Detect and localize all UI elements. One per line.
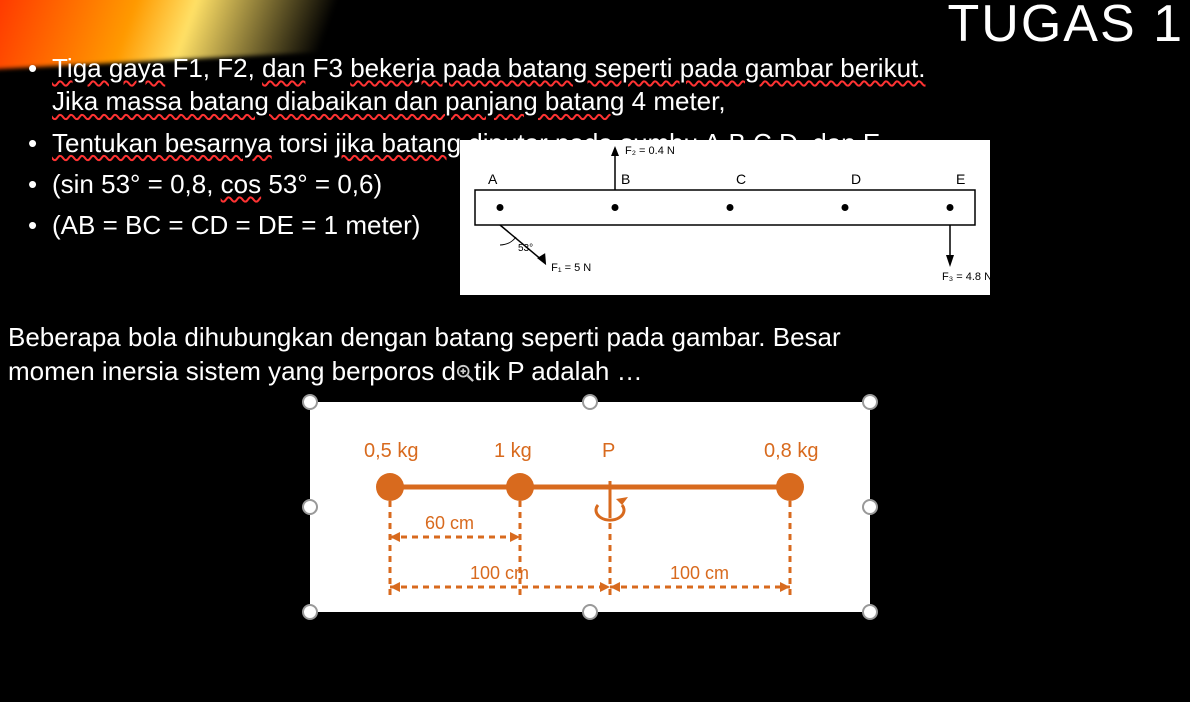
text: 53° = 0,6) [261,169,382,199]
svg-text:1 kg: 1 kg [494,440,532,462]
svg-text:53°: 53° [518,243,533,254]
svg-text:F₂ = 0.4 N: F₂ = 0.4 N [625,145,675,157]
svg-text:P: P [602,440,615,462]
text: dan [262,53,305,83]
svg-text:A: A [488,171,498,187]
text: momen inersia sistem yang berporos d [8,356,456,386]
text: Jika massa batang diabaikan dan panjang … [52,86,624,116]
text: 4 meter, [624,86,725,116]
svg-text:100 cm: 100 cm [470,563,529,583]
svg-text:0,8 kg: 0,8 kg [764,440,818,462]
svg-text:F₁ = 5 N: F₁ = 5 N [551,262,591,274]
text: bekerja pada batang seperti pada gambar … [350,53,925,83]
text: cos [221,169,261,199]
svg-text:E: E [956,171,965,187]
slide-title: TUGAS 1 [948,0,1185,54]
svg-text:0,5 kg: 0,5 kg [364,440,418,462]
bullet-1: Tiga gaya F1, F2, dan F3 bekerja pada ba… [24,52,1180,119]
svg-text:F₃ = 4.8 N: F₃ = 4.8 N [942,271,990,283]
svg-text:100 cm: 100 cm [670,563,729,583]
text: tik P adalah … [474,356,643,386]
figure-2-inertia[interactable]: 0,5 kg 1 kg P 0,8 kg 60 cm 100 cm 100 cm [310,402,870,612]
figure-1-beam: A B C D E F₂ = 0.4 N F₃ = 4.8 N 53° F₁ = 5 N [460,140,990,295]
svg-text:D: D [851,171,861,187]
text: torsi [272,128,336,158]
text: Beberapa bola dihubungkan dengan batang … [8,322,841,352]
text: (sin 53° = 0,8, [52,169,221,199]
text: Tiga gaya [52,53,165,83]
svg-text:60 cm: 60 cm [425,513,474,533]
text: (AB = BC = CD = DE = 1 meter) [52,210,420,240]
svg-text:C: C [736,171,746,187]
svg-text:B: B [621,171,630,187]
question-2: Beberapa bola dihubungkan dengan batang … [8,320,1182,397]
text: F1, F2, [165,53,262,83]
text: Tentukan besarnya [52,128,272,158]
text: F3 [305,53,350,83]
magnify-cursor-icon [456,364,474,382]
